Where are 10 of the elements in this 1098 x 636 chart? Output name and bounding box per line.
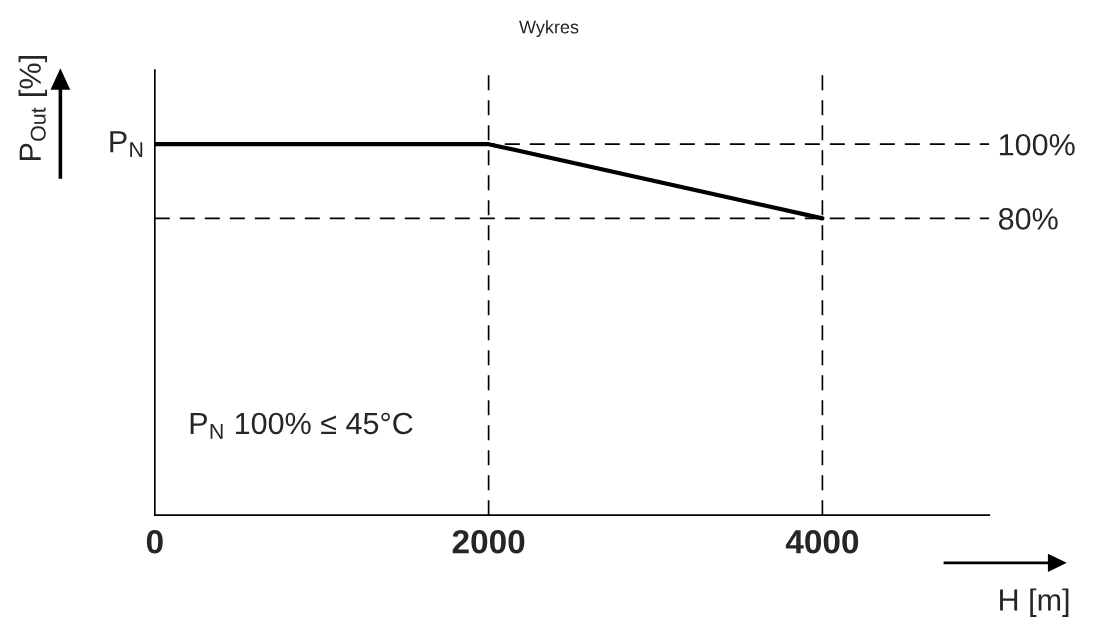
x-tick-label: 0 <box>146 529 163 554</box>
x-tick-label: 2000 <box>452 529 525 554</box>
x-axis-title: H [m] <box>1000 588 1069 617</box>
x-tick-label: 4000 <box>785 529 859 554</box>
chart-title: Wykres <box>519 20 579 38</box>
y-tick-label: 80% <box>998 208 1058 230</box>
text: P$_{N}$ <box>110 131 143 157</box>
y-axis-title: P$_{Out}$ [%] <box>18 56 48 160</box>
y-tick-label: 100% <box>999 133 1075 156</box>
annotation: P$_{N}$ 100% ≤ 45°C <box>190 412 413 439</box>
